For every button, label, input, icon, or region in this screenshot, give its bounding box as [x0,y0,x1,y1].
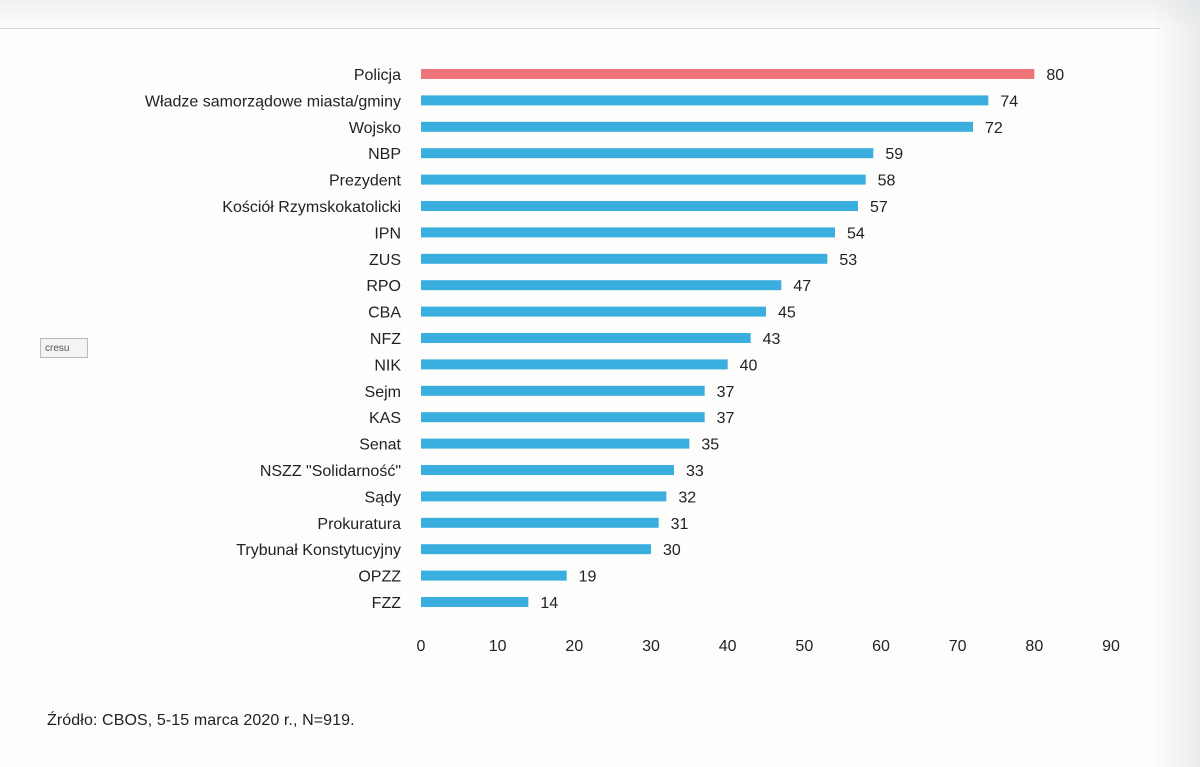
x-tick-label: 40 [719,638,737,655]
data-label: 47 [793,278,811,295]
data-label: 72 [985,120,1003,137]
x-tick-label: 60 [872,638,890,655]
x-tick-label: 20 [565,638,583,655]
bar [421,359,728,370]
data-label: 32 [678,489,696,506]
data-label: 57 [870,199,888,216]
x-tick-label: 70 [949,638,967,655]
category-label: ZUS [369,252,401,269]
data-label: 40 [740,357,758,374]
bar [421,69,1035,79]
category-label: Wojsko [349,120,401,137]
category-label: NIK [374,357,401,374]
x-tick-label: 90 [1102,638,1120,655]
bar [421,438,690,449]
data-label: 58 [878,173,896,190]
category-label: Prokuratura [317,516,401,533]
category-label: OPZZ [358,569,401,586]
category-label: CBA [368,305,401,322]
x-tick-label: 80 [1025,638,1043,655]
data-label: 53 [839,252,857,269]
category-label: Kościół Rzymskokatolicki [222,199,401,216]
bar [421,544,651,555]
data-label: 80 [1046,67,1064,84]
category-label: FZZ [372,595,402,612]
category-label: IPN [374,225,401,242]
bar [421,253,828,264]
category-label: Policja [354,67,401,84]
bar [421,597,529,607]
category-label: Prezydent [329,173,402,190]
top-divider [0,28,1160,29]
category-label: KAS [369,410,401,427]
category-label: Władze samorządowe miasta/gminy [145,93,401,110]
category-label: Trybunał Konstytucyjny [236,542,401,559]
bar [421,385,705,396]
category-label: NFZ [370,331,401,348]
source-note: Źródło: CBOS, 5-15 marca 2020 r., N=919. [47,712,355,729]
data-label: 37 [717,410,735,427]
bar [421,412,705,423]
data-label: 33 [686,463,704,480]
category-label: Senat [359,437,401,454]
x-tick-label: 50 [795,638,813,655]
category-label: Sejm [365,384,401,401]
data-label: 45 [778,305,796,322]
bar [421,333,751,343]
x-tick-label: 10 [489,638,507,655]
bar [421,95,989,106]
data-label: 43 [763,331,781,348]
category-label: RPO [366,278,401,295]
data-label: 37 [717,384,735,401]
bar [421,517,659,528]
bar [421,174,866,185]
tooltip-fragment: cresu [40,338,88,358]
bar-chart: Policja 80 Władze samorządowe miasta/gminy… [145,67,1120,655]
data-label: 35 [701,437,719,454]
bar [421,491,667,502]
category-label: NSZZ "Solidarność" [260,463,401,480]
data-label: 59 [885,146,903,163]
bar [421,148,874,159]
bar [421,280,782,291]
category-label: NBP [368,146,401,163]
data-label: 54 [847,225,865,242]
data-label: 74 [1000,93,1018,110]
bar [421,121,973,132]
bar [421,570,567,581]
bar [421,201,858,211]
bar [421,306,766,317]
bar [421,227,835,238]
data-label: 19 [579,569,597,586]
x-tick-label: 30 [642,638,660,655]
bar [421,465,674,475]
data-label: 30 [663,542,681,559]
category-label: Sądy [365,489,401,506]
x-tick-label: 0 [417,638,426,655]
data-label: 31 [671,516,689,533]
data-label: 14 [540,595,558,612]
